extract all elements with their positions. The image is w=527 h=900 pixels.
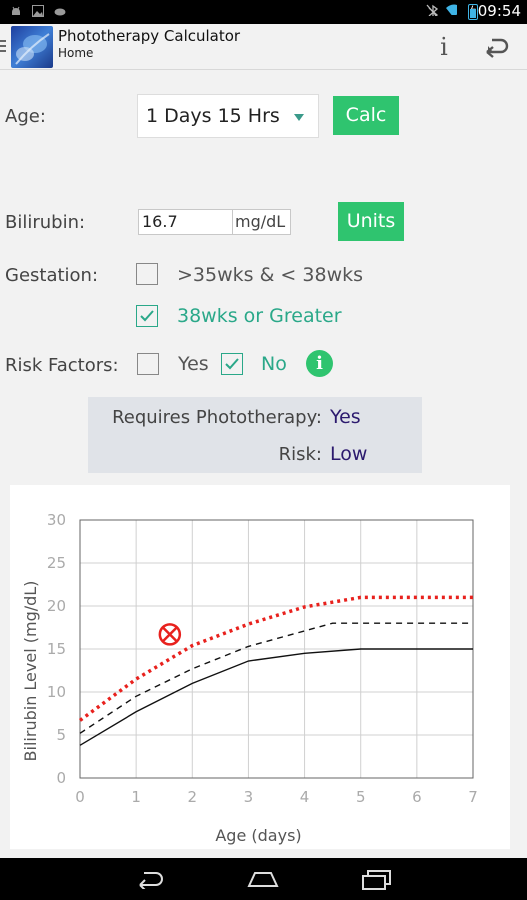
risk-yes-label[interactable]: Yes — [178, 353, 209, 375]
up-caret-icon[interactable] — [0, 39, 8, 53]
patient-marker-circle — [158, 623, 182, 646]
calc-button[interactable]: Calc — [333, 96, 399, 135]
risk-yes-checkbox[interactable] — [137, 353, 159, 375]
wifi-icon — [446, 4, 457, 15]
bilirubin-chart: 0 1 2 3 4 5 6 7 0 5 10 15 20 25 30 Age (days) Bilirubin … — [10, 485, 510, 849]
x-tick-label: 5 — [356, 788, 366, 806]
y-tick-label: 5 — [56, 726, 66, 744]
navigation-bar — [0, 858, 527, 900]
checkmark-icon — [225, 358, 239, 370]
series-line-dashed — [79, 622, 473, 734]
y-tick-label: 15 — [47, 640, 66, 658]
dropdown-arrow-icon — [294, 114, 304, 121]
phototherapy-value: Yes — [330, 406, 361, 428]
bluetooth-off-icon — [426, 4, 438, 16]
age-label: Age: — [5, 106, 46, 127]
series-line-solid — [79, 648, 473, 746]
android-debug-icon — [12, 6, 20, 15]
status-bar: ϟ 09:54 — [0, 0, 527, 24]
info-icon[interactable]: i — [440, 33, 448, 61]
y-tick-label: 30 — [47, 511, 66, 529]
age-value: 1 Days 15 Hrs — [146, 105, 280, 127]
y-axis-label: Bilirubin Level (mg/dL) — [21, 581, 40, 762]
nav-back-icon[interactable] — [136, 869, 166, 889]
x-tick-label: 1 — [131, 788, 141, 806]
app-subtitle: Home — [58, 46, 94, 60]
gestation-38-plus-label[interactable]: 38wks or Greater — [177, 305, 342, 327]
battery-icon: ϟ — [468, 4, 478, 20]
x-tick-label: 3 — [244, 788, 254, 806]
risk-no-checkbox[interactable] — [221, 353, 243, 375]
x-tick-label: 2 — [188, 788, 198, 806]
x-tick-label: 7 — [468, 788, 478, 806]
app-logo-icon[interactable] — [11, 26, 53, 68]
risk-result-label: Risk: — [278, 444, 322, 465]
risk-info-icon[interactable]: i — [306, 350, 333, 377]
x-tick-label: 6 — [412, 788, 422, 806]
series-line-dotted — [78, 595, 473, 722]
y-tick-label: 25 — [47, 554, 66, 572]
action-bar: Phototherapy Calculator Home i — [0, 24, 527, 70]
gestation-35-38-label[interactable]: >35wks & < 38wks — [177, 264, 364, 286]
risk-result-value: Low — [330, 443, 368, 465]
checkmark-icon — [140, 310, 154, 322]
y-tick-label: 0 — [56, 769, 66, 787]
nav-home-icon[interactable] — [246, 869, 280, 889]
bilirubin-unit: mg/dL — [233, 209, 291, 235]
y-tick-label: 10 — [47, 683, 66, 701]
y-tick-label: 20 — [47, 597, 66, 615]
gestation-label: Gestation: — [5, 265, 99, 286]
age-spinner[interactable]: 1 Days 15 Hrs — [137, 94, 319, 138]
result-panel: Requires Phototherapy: Yes Risk: Low — [88, 397, 422, 473]
bilirubin-input[interactable]: 16.7 — [138, 209, 233, 235]
phototherapy-label: Requires Phototherapy: — [112, 407, 322, 428]
units-button[interactable]: Units — [338, 202, 404, 241]
bilirubin-label: Bilirubin: — [5, 212, 86, 233]
game-icon — [54, 8, 66, 16]
x-tick-label: 0 — [75, 788, 85, 806]
chart-svg: 0 1 2 3 4 5 6 7 0 5 10 15 20 25 30 Age (days) Bilirubin … — [21, 511, 478, 845]
x-tick-label: 4 — [300, 788, 310, 806]
status-time: 09:54 — [477, 2, 521, 20]
back-icon[interactable] — [484, 36, 510, 58]
image-icon — [32, 5, 44, 17]
gestation-38-plus-checkbox[interactable] — [136, 305, 158, 327]
nav-recents-icon[interactable] — [360, 869, 392, 891]
risk-no-label[interactable]: No — [261, 353, 287, 375]
gestation-35-38-checkbox[interactable] — [136, 263, 158, 285]
app-title: Phototherapy Calculator — [58, 27, 241, 45]
patient-marker-cross — [161, 626, 178, 643]
risk-factors-label: Risk Factors: — [5, 355, 119, 376]
x-axis-label: Age (days) — [215, 826, 301, 845]
